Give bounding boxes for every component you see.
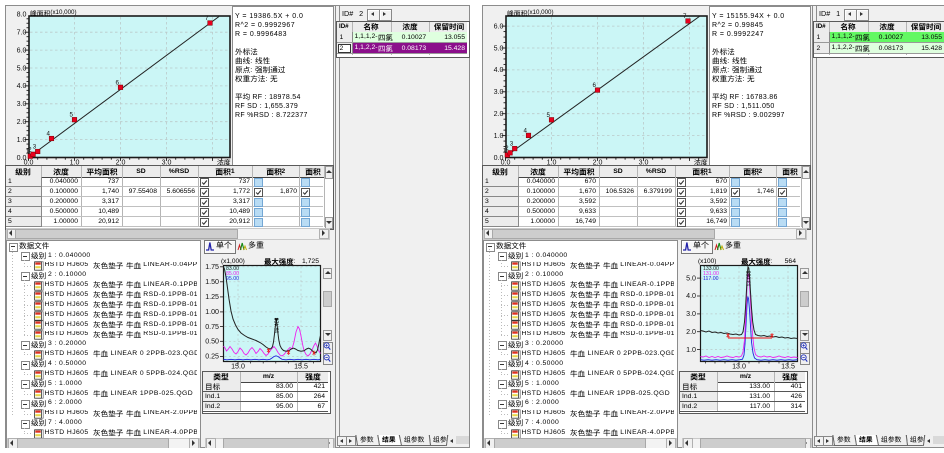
svg-text:3.0: 3.0 — [686, 310, 696, 318]
svg-text:1.75: 1.75 — [205, 263, 219, 271]
svg-text:15.428: 15.428 — [275, 318, 281, 334]
svg-text:0.0: 0.0 — [501, 158, 511, 166]
svg-text:0.25: 0.25 — [205, 353, 219, 361]
svg-text:85.00: 85.00 — [226, 271, 239, 277]
svg-text:3.0: 3.0 — [494, 88, 504, 96]
svg-text:15.0: 15.0 — [231, 362, 245, 370]
svg-text:6: 6 — [593, 82, 597, 89]
svg-text:2: 2 — [28, 146, 32, 153]
svg-text:1.0: 1.0 — [494, 132, 504, 140]
svg-text:131.00: 131.00 — [703, 271, 719, 277]
svg-text:2.0: 2.0 — [494, 110, 504, 118]
svg-text:5: 5 — [547, 112, 551, 119]
svg-text:13.055: 13.055 — [746, 271, 752, 287]
svg-text:1: 1 — [26, 149, 30, 156]
svg-text:4.0: 4.0 — [686, 292, 696, 300]
svg-text:5.0: 5.0 — [17, 64, 27, 72]
svg-text:0.0: 0.0 — [17, 154, 27, 162]
svg-text:3.0: 3.0 — [162, 158, 172, 166]
svg-text:7: 7 — [683, 13, 687, 20]
svg-text:2.0: 2.0 — [593, 158, 603, 166]
svg-text:6: 6 — [116, 79, 120, 86]
svg-text:0.0: 0.0 — [494, 154, 504, 162]
svg-text:2.0: 2.0 — [116, 158, 126, 166]
svg-text:95.00: 95.00 — [226, 276, 239, 282]
svg-text:133.00: 133.00 — [703, 266, 719, 272]
svg-text:15.5: 15.5 — [294, 362, 308, 370]
svg-text:117.00: 117.00 — [703, 276, 719, 282]
svg-text:1.0: 1.0 — [17, 136, 27, 144]
svg-text:6.0: 6.0 — [494, 22, 504, 30]
svg-text:7.0: 7.0 — [17, 29, 27, 37]
svg-text:1.0: 1.0 — [70, 158, 80, 166]
svg-text:1.50: 1.50 — [205, 278, 219, 286]
svg-text:2.0: 2.0 — [17, 118, 27, 126]
svg-text:5.0: 5.0 — [686, 274, 696, 282]
svg-text:13.0: 13.0 — [732, 362, 746, 370]
svg-text:5.0: 5.0 — [494, 44, 504, 52]
svg-text:1.0: 1.0 — [686, 346, 696, 354]
svg-text:2.0: 2.0 — [686, 328, 696, 336]
svg-text:5: 5 — [70, 112, 74, 119]
svg-text:13.5: 13.5 — [781, 362, 795, 370]
svg-text:3.0: 3.0 — [639, 158, 649, 166]
svg-text:4.0: 4.0 — [17, 82, 27, 90]
svg-text:0.50: 0.50 — [205, 338, 219, 346]
svg-text:1.0: 1.0 — [547, 158, 557, 166]
svg-text:1: 1 — [503, 148, 507, 155]
svg-text:3: 3 — [510, 141, 514, 148]
svg-text:4: 4 — [524, 127, 528, 134]
svg-text:4: 4 — [47, 131, 51, 138]
svg-text:0.75: 0.75 — [205, 323, 219, 331]
svg-text:6.0: 6.0 — [17, 46, 27, 54]
svg-text:1.25: 1.25 — [205, 293, 219, 301]
svg-text:8.0: 8.0 — [17, 11, 27, 19]
svg-text:3.0: 3.0 — [17, 100, 27, 108]
svg-text:83.00: 83.00 — [226, 266, 239, 272]
svg-text:0.0: 0.0 — [24, 158, 34, 166]
svg-text:1.00: 1.00 — [205, 308, 219, 316]
svg-text:2: 2 — [505, 145, 509, 152]
svg-text:3: 3 — [33, 144, 37, 151]
svg-text:4.0: 4.0 — [494, 66, 504, 74]
svg-text:7: 7 — [205, 15, 209, 22]
